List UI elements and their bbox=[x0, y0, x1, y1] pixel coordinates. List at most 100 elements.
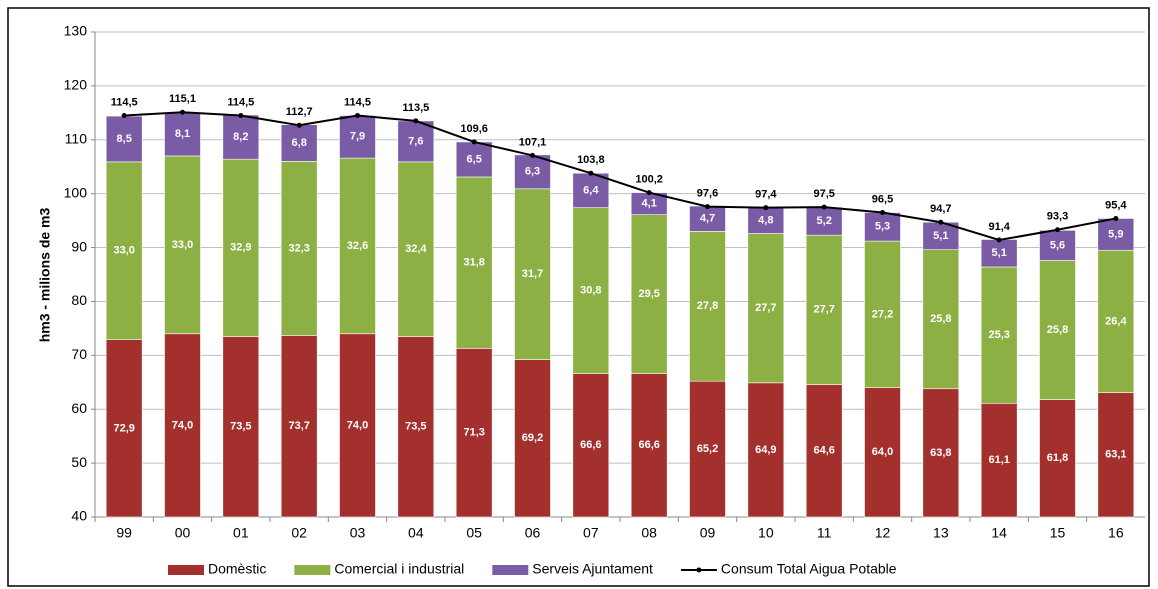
x-tick-label: 99 bbox=[116, 525, 132, 541]
data-label: 74,0 bbox=[172, 419, 193, 431]
data-label: 5,6 bbox=[1050, 239, 1065, 251]
bar-segment bbox=[864, 212, 901, 242]
bar-segment bbox=[455, 176, 493, 349]
bar-segment bbox=[280, 335, 318, 518]
bar-segment bbox=[689, 380, 726, 518]
line-marker bbox=[1113, 215, 1119, 221]
legend-label: Serveis Ajuntament bbox=[532, 561, 653, 577]
data-label: 72,9 bbox=[113, 422, 134, 434]
data-label: 74,0 bbox=[347, 419, 368, 431]
data-label: 100,2 bbox=[635, 173, 663, 185]
y-tick-label: 110 bbox=[65, 130, 88, 146]
data-label: 96,5 bbox=[872, 193, 893, 205]
line-marker bbox=[121, 113, 127, 119]
data-label: 69,2 bbox=[522, 432, 543, 444]
y-tick-label: 40 bbox=[71, 508, 87, 524]
data-label: 93,3 bbox=[1047, 211, 1068, 223]
y-tick-label: 80 bbox=[71, 292, 87, 308]
bar-segment bbox=[455, 141, 493, 178]
data-label: 4,7 bbox=[700, 213, 715, 225]
x-tick-label: 13 bbox=[933, 525, 949, 541]
y-tick-label: 90 bbox=[71, 238, 87, 254]
x-tick-label: 03 bbox=[350, 525, 366, 541]
data-label: 5,2 bbox=[817, 215, 832, 227]
bar-segment bbox=[222, 158, 260, 337]
data-label: 4,1 bbox=[642, 198, 657, 210]
bar-segment bbox=[222, 114, 260, 160]
line-marker bbox=[880, 210, 885, 216]
data-label: 114,5 bbox=[344, 96, 371, 108]
bar-segment bbox=[339, 115, 376, 159]
line-marker bbox=[938, 219, 944, 225]
data-label: 97,5 bbox=[813, 188, 834, 200]
y-tick-label: 70 bbox=[71, 346, 87, 362]
line-marker bbox=[355, 113, 360, 119]
legend-label: Comercial i industrial bbox=[334, 561, 464, 577]
bar-segment bbox=[630, 373, 668, 518]
data-label: 32,4 bbox=[405, 243, 427, 255]
data-label: 73,7 bbox=[288, 420, 309, 432]
line-marker bbox=[705, 204, 710, 210]
data-label: 64,6 bbox=[813, 445, 834, 457]
data-label: 66,6 bbox=[638, 439, 659, 451]
x-tick-label: 00 bbox=[175, 525, 191, 541]
data-label: 65,2 bbox=[697, 443, 718, 455]
data-label: 27,8 bbox=[697, 300, 718, 312]
data-label: 115,1 bbox=[169, 93, 196, 105]
bar-segment bbox=[164, 111, 201, 157]
legend-label: Domèstic bbox=[208, 561, 266, 577]
data-label: 73,5 bbox=[230, 421, 251, 433]
bar-segment bbox=[280, 124, 318, 162]
bar-segment bbox=[689, 205, 726, 232]
bar-segment bbox=[280, 161, 318, 336]
line-marker bbox=[471, 139, 477, 145]
data-label: 113,5 bbox=[402, 102, 429, 114]
y-tick-label: 50 bbox=[71, 454, 87, 470]
line-marker bbox=[238, 113, 244, 119]
data-label: 64,9 bbox=[755, 444, 776, 456]
bar-segment bbox=[105, 115, 143, 163]
line-marker bbox=[530, 152, 535, 158]
data-label: 5,9 bbox=[1108, 228, 1123, 240]
bar-segment bbox=[864, 387, 901, 518]
bar-segment bbox=[105, 339, 143, 518]
y-tick-label: 100 bbox=[64, 184, 88, 200]
bar-segment bbox=[397, 336, 435, 518]
line-marker bbox=[1055, 227, 1060, 233]
line-marker bbox=[646, 190, 652, 196]
data-label: 8,1 bbox=[175, 128, 190, 140]
bar-segment bbox=[630, 214, 668, 374]
data-label: 61,1 bbox=[988, 454, 1009, 466]
data-label: 73,5 bbox=[405, 421, 426, 433]
bar-segment bbox=[980, 402, 1018, 518]
y-axis-label: hm3 - milions de m3 bbox=[37, 207, 53, 342]
line-marker bbox=[296, 122, 302, 128]
legend-swatch bbox=[294, 565, 331, 575]
x-tick-label: 02 bbox=[291, 525, 307, 541]
data-label: 32,6 bbox=[347, 240, 368, 252]
data-label: 64,0 bbox=[872, 446, 893, 458]
bar-segment bbox=[164, 155, 201, 335]
data-label: 109,6 bbox=[460, 123, 488, 135]
data-label: 112,7 bbox=[286, 106, 313, 118]
x-tick-label: 11 bbox=[817, 525, 832, 541]
line-marker bbox=[588, 170, 594, 176]
data-label: 5,3 bbox=[875, 221, 890, 233]
bar-segment bbox=[1039, 399, 1076, 518]
data-label: 71,3 bbox=[463, 427, 484, 439]
data-label: 27,2 bbox=[872, 308, 893, 320]
data-label: 5,1 bbox=[992, 247, 1007, 259]
bar-segment bbox=[805, 384, 843, 518]
x-tick-label: 09 bbox=[700, 525, 716, 541]
x-tick-label: 07 bbox=[583, 525, 599, 541]
data-label: 8,5 bbox=[117, 133, 132, 145]
data-label: 26,4 bbox=[1105, 315, 1127, 327]
data-label: 25,8 bbox=[1047, 324, 1068, 336]
bar-segment bbox=[805, 206, 843, 236]
data-label: 63,8 bbox=[930, 447, 951, 459]
bar-segment bbox=[514, 188, 551, 360]
data-label: 94,7 bbox=[930, 203, 951, 215]
bar-segment bbox=[164, 333, 201, 518]
data-label: 33,0 bbox=[172, 239, 193, 251]
